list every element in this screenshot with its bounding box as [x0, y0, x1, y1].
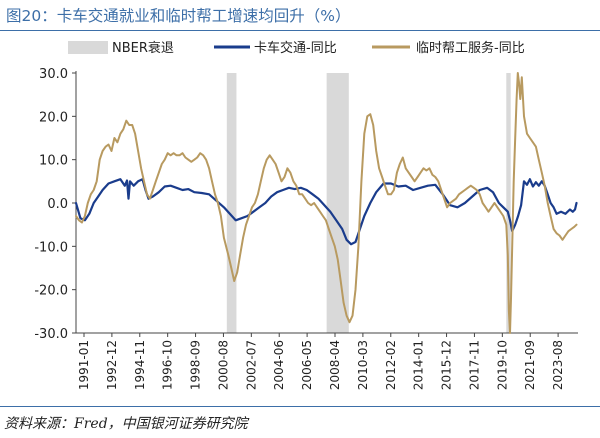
title-divider [0, 30, 600, 31]
legend-item-temp[interactable]: 临时帮工服务-同比 [372, 40, 525, 56]
figure-title: 图20：卡车交通就业和临时帮工增速均回升（%） [6, 7, 351, 25]
legend-label-truck: 卡车交通-同比 [254, 40, 337, 56]
x-tick-label: 1996-10 [161, 340, 175, 390]
x-tick-label: 2019-10 [495, 340, 509, 390]
x-tick-label: 2004-06 [272, 340, 286, 390]
legend-label-recession: NBER衰退 [112, 40, 174, 56]
series-lines [74, 72, 578, 334]
recession-band-1 [226, 73, 237, 333]
recession-bands [226, 73, 511, 333]
legend-swatch-recession [68, 41, 108, 54]
recession-band-2 [326, 73, 349, 333]
x-tick-label: 1998-09 [189, 340, 203, 390]
x-tick-label: 2008-04 [328, 340, 342, 390]
x-tick-label: 2000-08 [216, 340, 230, 390]
y-tick-label: 20.0 [39, 110, 68, 125]
source-note: 资料来源：Fred，中国银河证券研究院 [4, 416, 248, 432]
legend-item-truck[interactable]: 卡车交通-同比 [214, 40, 337, 56]
x-tick-label: 2023-08 [551, 340, 565, 390]
y-tick-label: -20.0 [34, 284, 68, 299]
x-tick-label: 2002-07 [244, 340, 258, 390]
axes: 30.0 20.0 10.0 0.0 -10.0 -20.0 -30.0 1991-01 199… [34, 67, 578, 390]
recession-band-3 [506, 73, 511, 333]
y-tick-label: 10.0 [39, 154, 68, 169]
legend-label-temp: 临时帮工服务-同比 [416, 40, 525, 56]
y-tick-label: -10.0 [34, 240, 68, 255]
x-tick-label: 2010-03 [356, 340, 370, 390]
y-tick-label: 30.0 [39, 67, 68, 82]
x-tick-label: 1991-01 [77, 340, 91, 390]
y-tick-label: -30.0 [34, 327, 68, 342]
source-divider [0, 406, 600, 407]
x-tick-label: 2015-12 [440, 340, 454, 390]
x-tick-label: 2014-01 [412, 340, 426, 390]
x-tick-label: 2012-02 [384, 340, 398, 390]
x-tick-label: 2006-05 [300, 340, 314, 390]
legend: NBER衰退 卡车交通-同比 临时帮工服务-同比 [68, 40, 525, 56]
x-tick-label: 1992-12 [105, 340, 119, 390]
y-tick-label: 0.0 [47, 197, 68, 212]
series-line-temp [75, 72, 578, 334]
legend-item-recession[interactable]: NBER衰退 [68, 40, 174, 56]
x-tick-label: 2021-09 [523, 340, 537, 390]
x-tick-label: 1994-11 [133, 340, 147, 390]
x-tick-label: 2017-11 [467, 340, 481, 390]
